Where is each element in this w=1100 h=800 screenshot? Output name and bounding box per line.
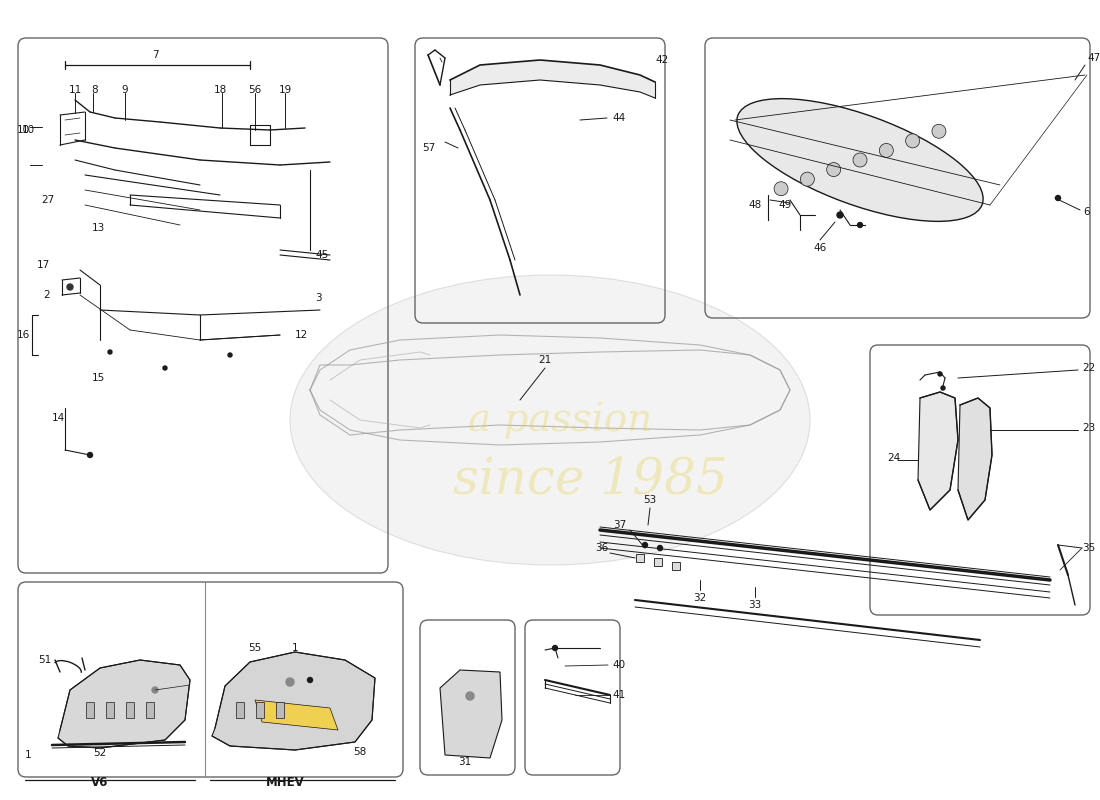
Circle shape bbox=[879, 143, 893, 158]
Polygon shape bbox=[255, 700, 338, 730]
Text: 48: 48 bbox=[749, 200, 762, 210]
Text: 27: 27 bbox=[42, 195, 55, 205]
Text: 56: 56 bbox=[249, 85, 262, 95]
Text: 41: 41 bbox=[612, 690, 625, 700]
Circle shape bbox=[658, 546, 662, 550]
Text: 47: 47 bbox=[1087, 53, 1100, 63]
Ellipse shape bbox=[737, 98, 983, 222]
Text: 10: 10 bbox=[21, 125, 34, 135]
Polygon shape bbox=[450, 60, 654, 98]
Text: 57: 57 bbox=[422, 143, 436, 153]
Circle shape bbox=[308, 678, 312, 682]
Bar bbox=[86, 702, 94, 718]
Circle shape bbox=[552, 646, 558, 650]
Polygon shape bbox=[58, 660, 190, 748]
Text: 9: 9 bbox=[122, 85, 129, 95]
Text: 17: 17 bbox=[36, 260, 50, 270]
Text: 37: 37 bbox=[614, 520, 627, 530]
Text: 45: 45 bbox=[315, 250, 328, 260]
Text: 14: 14 bbox=[52, 413, 65, 423]
Bar bbox=[146, 702, 154, 718]
Bar bbox=[236, 702, 244, 718]
Circle shape bbox=[905, 134, 920, 148]
Text: 46: 46 bbox=[813, 243, 826, 253]
Text: 24: 24 bbox=[887, 453, 900, 463]
Circle shape bbox=[932, 124, 946, 138]
Circle shape bbox=[1056, 195, 1060, 201]
Text: 44: 44 bbox=[612, 113, 625, 123]
Text: a passion: a passion bbox=[468, 402, 652, 438]
Circle shape bbox=[938, 372, 942, 376]
Text: 6: 6 bbox=[1084, 207, 1090, 217]
Polygon shape bbox=[440, 670, 502, 758]
Text: MHEV: MHEV bbox=[265, 777, 305, 790]
Text: 10: 10 bbox=[16, 125, 30, 135]
Text: 58: 58 bbox=[353, 747, 366, 757]
Circle shape bbox=[858, 222, 862, 227]
Circle shape bbox=[940, 386, 945, 390]
Text: 8: 8 bbox=[91, 85, 98, 95]
Text: 53: 53 bbox=[644, 495, 657, 505]
Text: 11: 11 bbox=[68, 85, 81, 95]
Text: 35: 35 bbox=[1082, 543, 1096, 553]
Text: 52: 52 bbox=[94, 748, 107, 758]
Text: 2: 2 bbox=[43, 290, 50, 300]
Text: 23: 23 bbox=[1082, 423, 1096, 433]
Text: 55: 55 bbox=[249, 643, 262, 653]
Circle shape bbox=[228, 353, 232, 357]
Text: 32: 32 bbox=[693, 593, 706, 603]
Text: 18: 18 bbox=[213, 85, 227, 95]
Circle shape bbox=[774, 182, 788, 196]
Circle shape bbox=[801, 172, 814, 186]
Text: 21: 21 bbox=[538, 355, 551, 365]
Text: 51: 51 bbox=[39, 655, 52, 665]
Bar bbox=[126, 702, 134, 718]
Polygon shape bbox=[918, 392, 958, 510]
Text: 22: 22 bbox=[1082, 363, 1096, 373]
Bar bbox=[106, 702, 114, 718]
Circle shape bbox=[642, 542, 648, 547]
Text: 40: 40 bbox=[612, 660, 625, 670]
Circle shape bbox=[466, 692, 474, 700]
Polygon shape bbox=[958, 398, 992, 520]
Text: 3: 3 bbox=[315, 293, 321, 303]
Circle shape bbox=[88, 453, 92, 458]
Circle shape bbox=[286, 678, 294, 686]
Text: 36: 36 bbox=[595, 543, 608, 553]
Polygon shape bbox=[212, 652, 375, 750]
Text: since 1985: since 1985 bbox=[452, 455, 727, 505]
Bar bbox=[654, 558, 662, 566]
Circle shape bbox=[108, 350, 112, 354]
Text: 7: 7 bbox=[152, 50, 158, 60]
Text: V6: V6 bbox=[91, 777, 109, 790]
Text: 31: 31 bbox=[459, 757, 472, 767]
Bar bbox=[672, 562, 680, 570]
Circle shape bbox=[152, 687, 158, 693]
Text: 49: 49 bbox=[778, 200, 791, 210]
Text: 13: 13 bbox=[91, 223, 104, 233]
Text: 16: 16 bbox=[16, 330, 30, 340]
Ellipse shape bbox=[290, 275, 810, 565]
Circle shape bbox=[827, 162, 840, 177]
Circle shape bbox=[852, 153, 867, 167]
Circle shape bbox=[163, 366, 167, 370]
Bar bbox=[636, 554, 644, 562]
Text: 1: 1 bbox=[24, 750, 31, 760]
Bar bbox=[256, 702, 264, 718]
Circle shape bbox=[837, 212, 843, 218]
Text: 12: 12 bbox=[295, 330, 308, 340]
Text: 19: 19 bbox=[278, 85, 292, 95]
Bar bbox=[276, 702, 284, 718]
Text: 33: 33 bbox=[748, 600, 761, 610]
Text: 42: 42 bbox=[654, 55, 669, 65]
Text: 1: 1 bbox=[292, 643, 298, 653]
Text: 15: 15 bbox=[91, 373, 104, 383]
Circle shape bbox=[67, 284, 73, 290]
